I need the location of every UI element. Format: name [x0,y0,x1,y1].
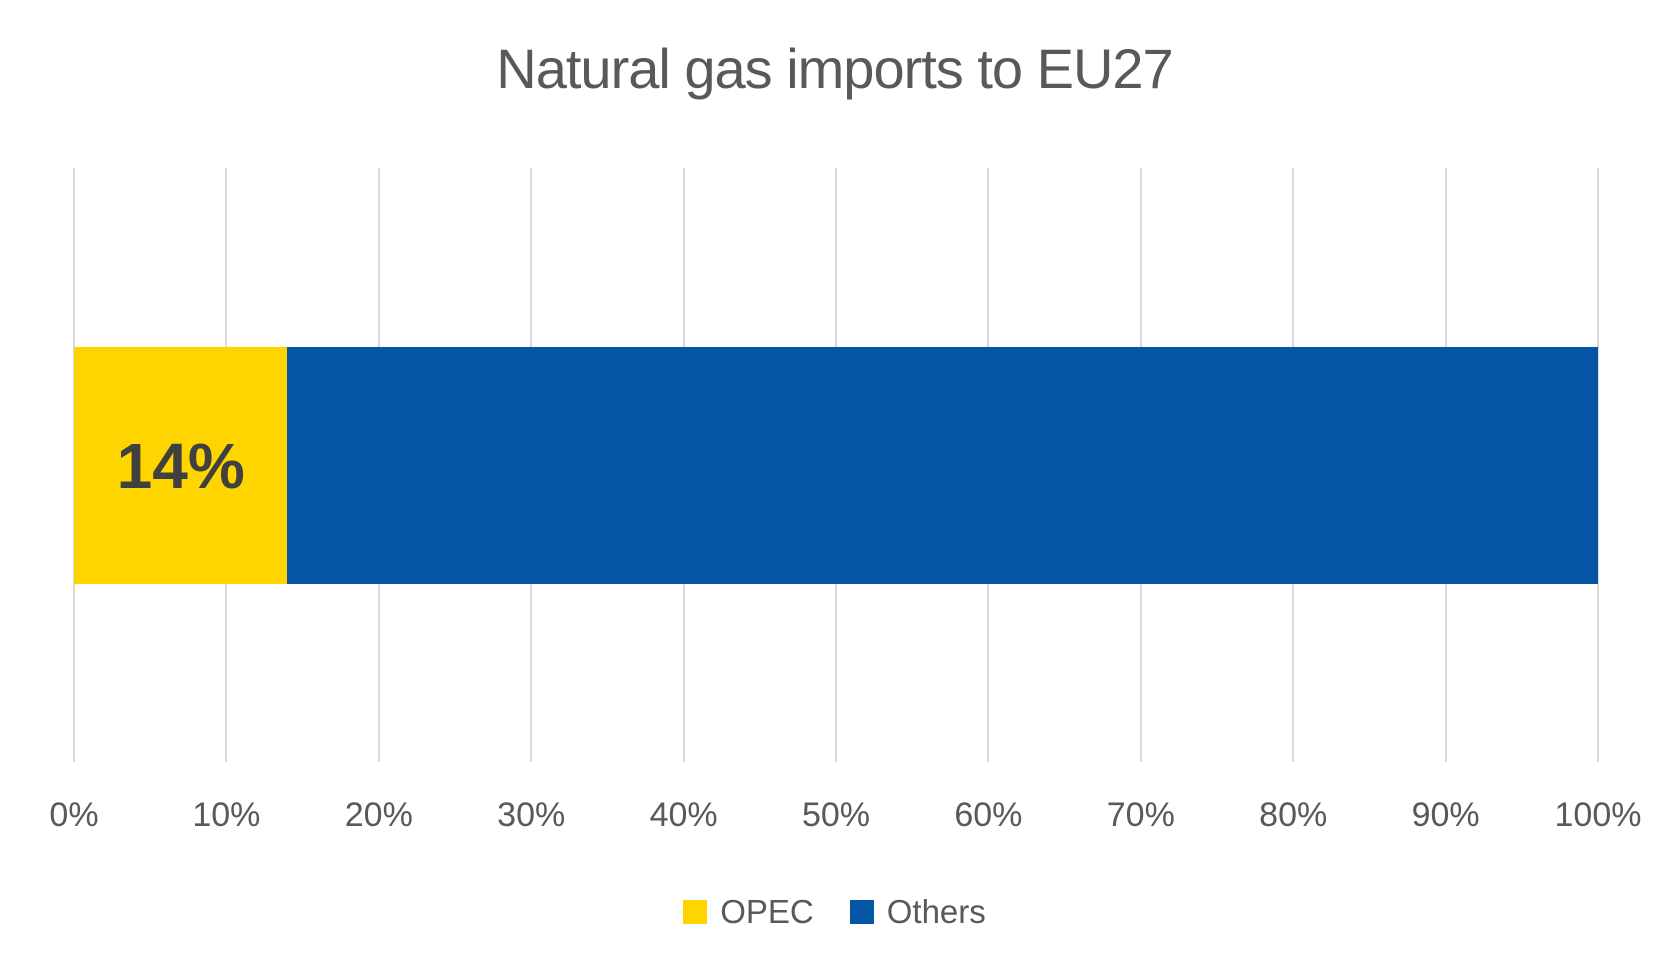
x-tick-label: 10% [192,796,261,834]
plot-area: 14% [73,168,1599,762]
chart-title: Natural gas imports to EU27 [496,37,1173,100]
stacked-bar: 14% [74,347,1598,584]
x-tick-label: 30% [497,796,566,834]
legend-item-others: Others [849,893,986,931]
x-tick-label: 90% [1411,796,1480,834]
x-tick-label: 100% [1554,796,1642,834]
data-label-opec: 14% [116,429,245,502]
x-tick-label: 0% [49,796,99,834]
legend-label-others: Others [886,893,986,930]
x-tick-label: 60% [954,796,1023,834]
x-tick-label: 50% [801,796,871,834]
legend: OPEC Others [0,893,1669,931]
legend-label-opec: OPEC [720,893,814,930]
x-tick-label: 80% [1259,796,1328,834]
legend-item-opec: OPEC [683,893,814,931]
x-tick-label: 20% [344,796,413,834]
legend-swatch-others [849,900,874,924]
x-axis-labels: 0% 10% 20% 30% 40% 50% 60% 70% 80% 90% 100% [49,796,1641,836]
x-tick-label: 70% [1106,796,1175,834]
gridline [1597,168,1599,762]
bar-segment-opec: 14% [74,347,288,584]
legend-swatch-opec [683,900,708,924]
x-tick-label: 40% [649,796,718,834]
bar-segment-others [287,347,1598,584]
